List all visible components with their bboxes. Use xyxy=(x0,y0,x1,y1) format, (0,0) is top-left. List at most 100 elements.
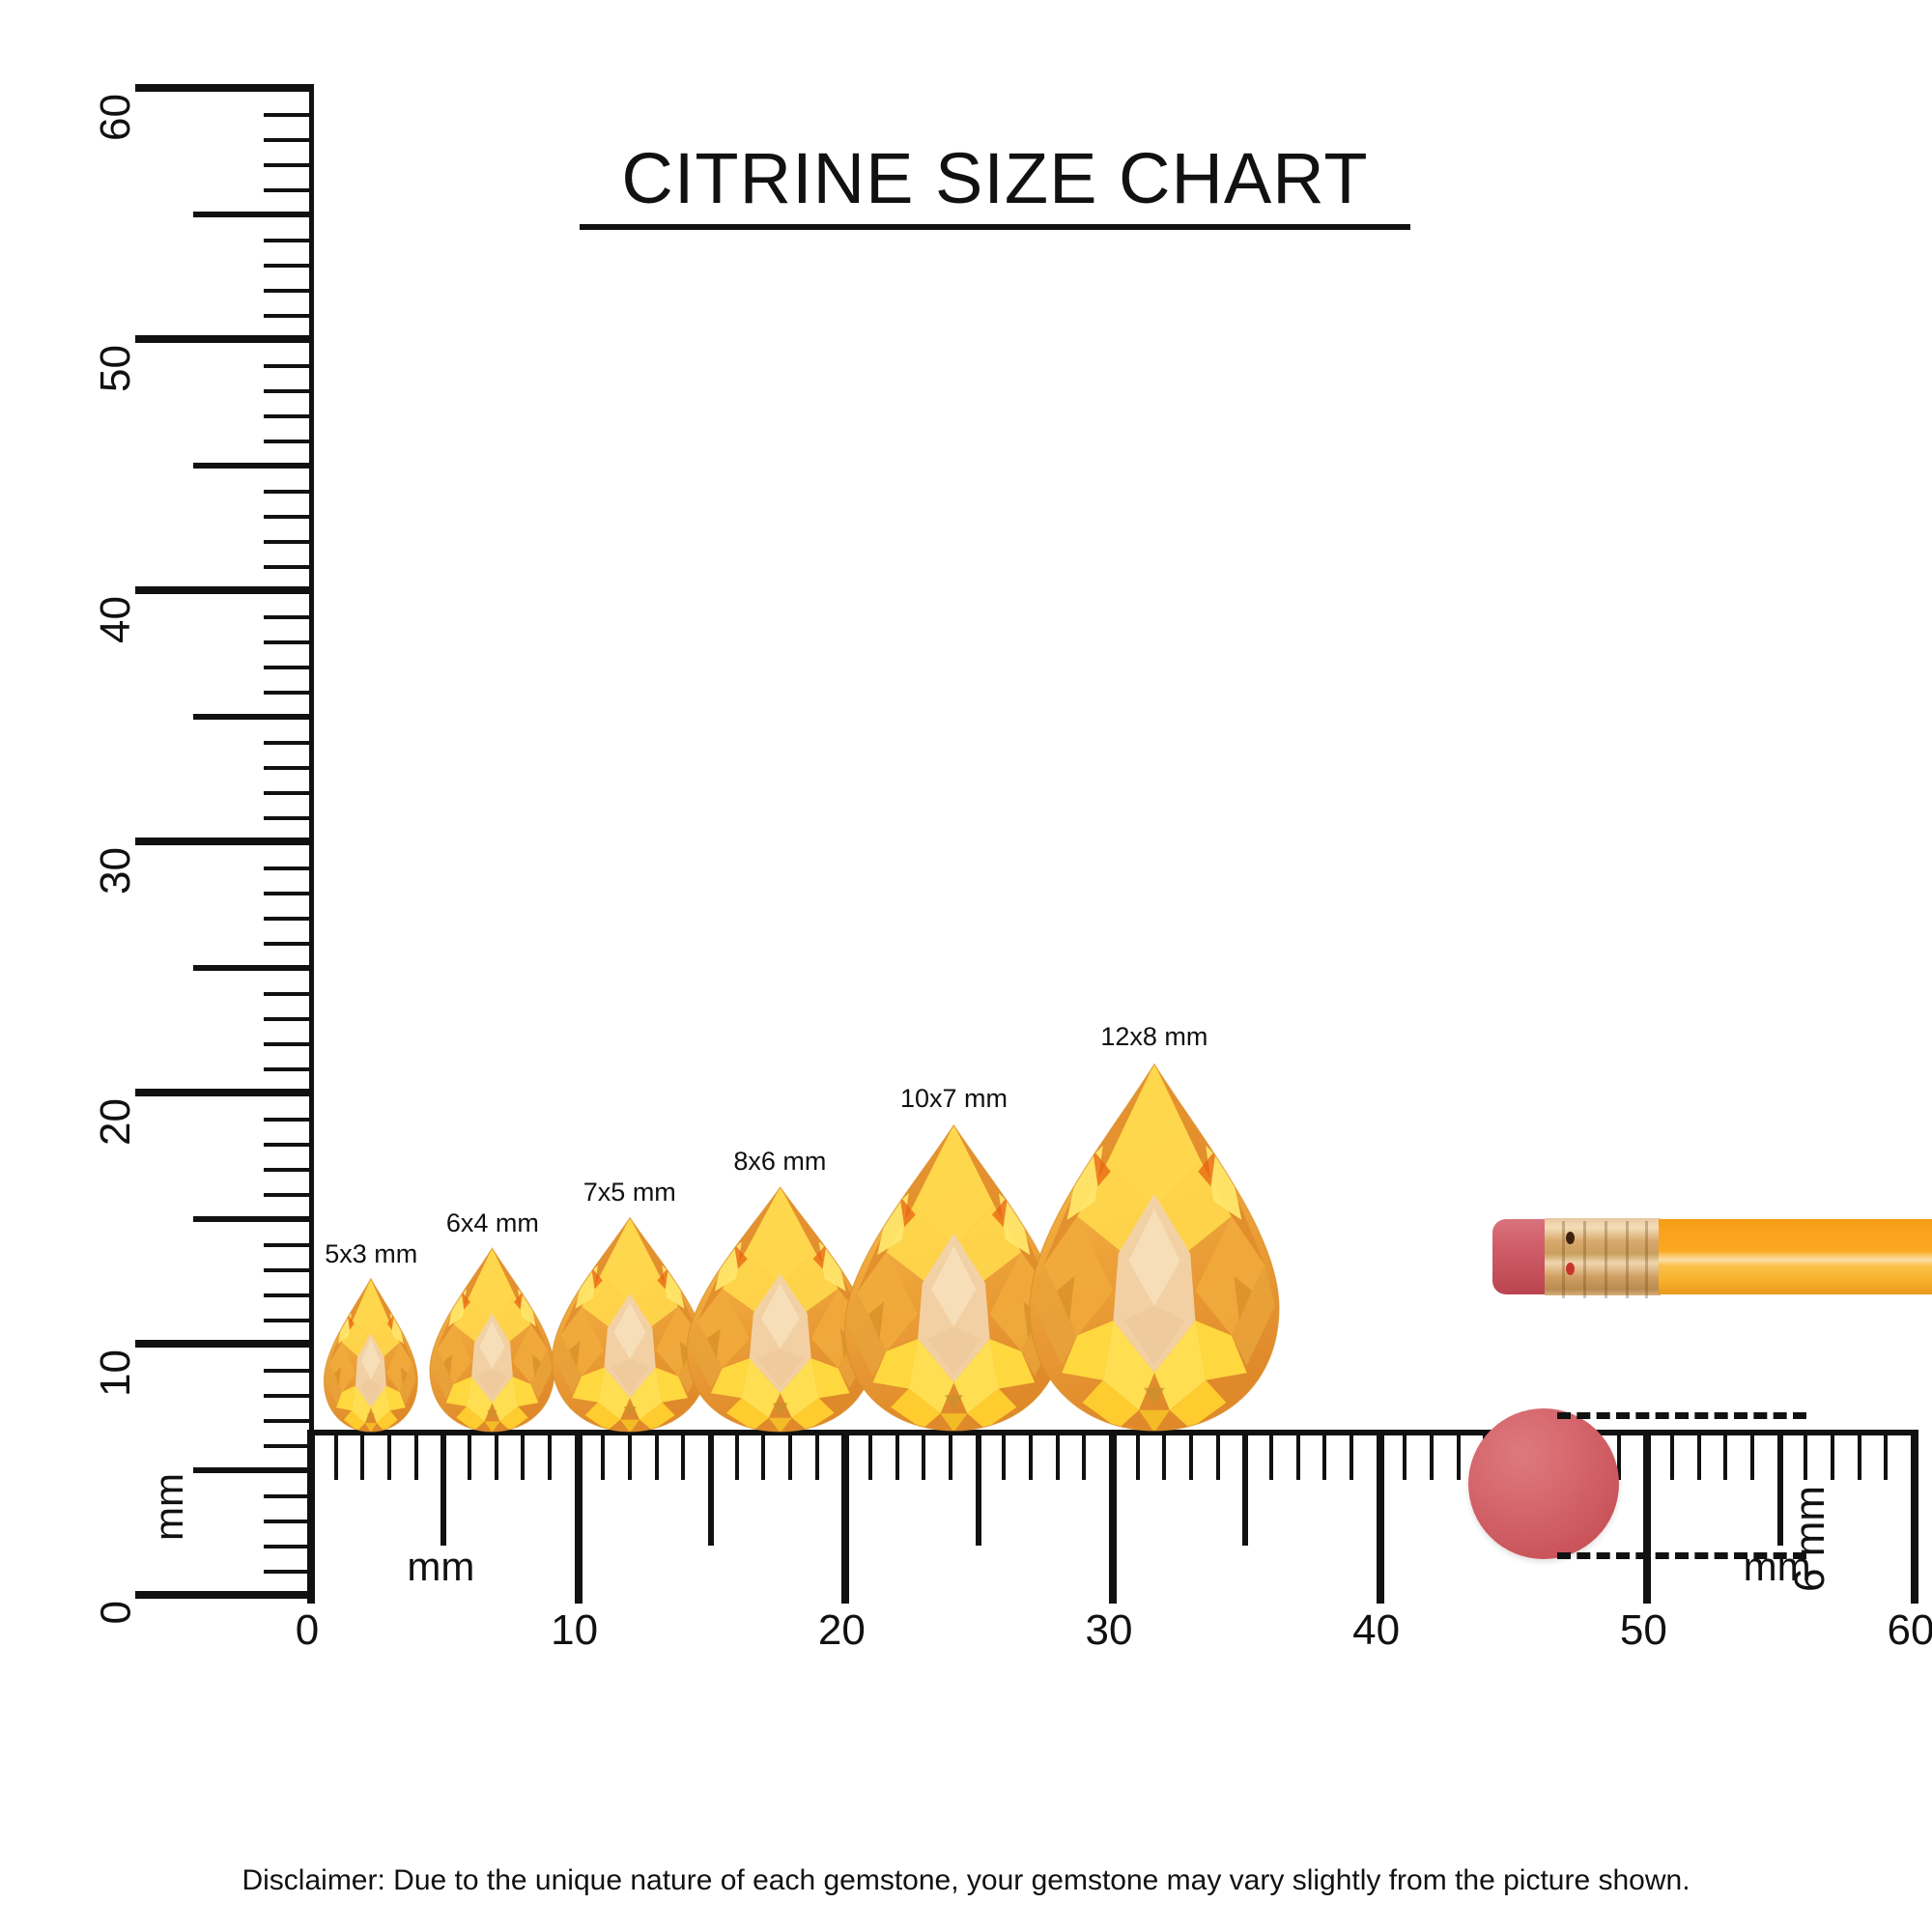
vertical-ruler-label: 20 xyxy=(92,1098,139,1146)
gemstone-pear-icon xyxy=(428,1246,556,1433)
horizontal-ruler-unit-label: mm xyxy=(407,1544,475,1589)
horizontal-ruler-tick xyxy=(468,1430,471,1480)
vertical-ruler-tick xyxy=(264,1293,314,1297)
horizontal-ruler-tick xyxy=(1776,1430,1783,1546)
vertical-ruler-tick xyxy=(135,586,314,594)
horizontal-ruler-tick xyxy=(1857,1430,1861,1480)
horizontal-ruler-tick xyxy=(1723,1430,1728,1480)
vertical-ruler: 0 10 20 30 40 50 60 mm xyxy=(92,84,314,1624)
disclaimer-text: Disclaimer: Due to the unique nature of … xyxy=(242,1864,1690,1896)
horizontal-ruler-tick xyxy=(360,1430,365,1480)
gemstone-size-label: 6x4 mm xyxy=(445,1208,539,1238)
vertical-ruler-tick xyxy=(264,741,314,745)
gemstone-8x6-mm[interactable]: 8x6 mm xyxy=(684,1147,876,1433)
vertical-ruler-tick xyxy=(264,1243,314,1247)
horizontal-ruler-tick xyxy=(788,1430,792,1480)
horizontal-ruler-tick xyxy=(1643,1430,1652,1604)
ferrule-ridge-icon xyxy=(1645,1221,1648,1298)
horizontal-ruler-tick xyxy=(1055,1430,1060,1480)
horizontal-ruler-tick xyxy=(628,1430,632,1480)
vertical-ruler-tick xyxy=(264,1017,314,1021)
horizontal-ruler-tick xyxy=(1403,1430,1407,1480)
pencil-body xyxy=(1659,1219,1932,1294)
vertical-ruler-tick xyxy=(135,838,314,845)
horizontal-ruler-tick xyxy=(734,1430,739,1480)
gemstone-size-label: 10x7 mm xyxy=(899,1084,1009,1114)
horizontal-ruler-tick xyxy=(1696,1430,1701,1480)
vertical-ruler-label: 50 xyxy=(92,345,139,392)
vertical-ruler-tick xyxy=(264,440,314,443)
horizontal-ruler-tick xyxy=(975,1430,981,1546)
vertical-ruler-tick xyxy=(264,1369,314,1373)
horizontal-ruler-tick xyxy=(1269,1430,1273,1480)
vertical-ruler-tick xyxy=(264,766,314,770)
ferrule-ridge-icon xyxy=(1562,1221,1565,1298)
pencil-reference-object xyxy=(1492,1215,1932,1298)
ferrule-crimp-dot-icon xyxy=(1566,1232,1575,1244)
horizontal-ruler-tick xyxy=(1804,1430,1808,1480)
gemstone-12x8-mm[interactable]: 12x8 mm xyxy=(1026,1022,1283,1433)
gemstone-size-label: 5x3 mm xyxy=(325,1239,418,1269)
horizontal-ruler-tick xyxy=(1295,1430,1300,1480)
vertical-ruler-tick xyxy=(264,163,314,167)
gemstone-10x7-mm[interactable]: 10x7 mm xyxy=(841,1084,1066,1433)
vertical-ruler-tick xyxy=(264,314,314,318)
horizontal-ruler-tick xyxy=(841,1430,850,1604)
vertical-ruler-tick xyxy=(135,1591,314,1599)
vertical-ruler-label: 60 xyxy=(92,94,139,141)
dimension-line-top xyxy=(1557,1412,1806,1419)
dimension-label: 6 mm xyxy=(1786,1486,1833,1592)
horizontal-ruler-tick xyxy=(1456,1430,1461,1480)
title-text: CITRINE SIZE CHART xyxy=(621,138,1369,218)
eraser-dimension-callout: 6 mm xyxy=(1557,1412,1833,1592)
horizontal-ruler-label: 20 xyxy=(817,1606,866,1654)
vertical-ruler-tick xyxy=(264,540,314,544)
gemstone-5x3-mm[interactable]: 5x3 mm xyxy=(323,1239,419,1433)
page-title: CITRINE SIZE CHART xyxy=(580,143,1410,230)
vertical-ruler-spine xyxy=(309,92,314,1599)
vertical-ruler-tick xyxy=(264,1319,314,1322)
title-underline xyxy=(580,224,1410,230)
horizontal-ruler-tick xyxy=(1322,1430,1327,1480)
horizontal-ruler-tick xyxy=(494,1430,498,1480)
vertical-ruler-unit-label: mm xyxy=(146,1473,191,1541)
gemstone-6x4-mm[interactable]: 6x4 mm xyxy=(428,1208,556,1433)
vertical-ruler-tick xyxy=(264,1444,314,1448)
horizontal-ruler-label: 60 xyxy=(1887,1606,1932,1654)
vertical-ruler-tick xyxy=(264,640,314,644)
horizontal-ruler-tick xyxy=(387,1430,391,1480)
horizontal-ruler-label: 40 xyxy=(1352,1606,1401,1654)
vertical-ruler-tick xyxy=(135,1089,314,1096)
horizontal-ruler-tick xyxy=(814,1430,819,1480)
gemstone-pear-icon xyxy=(1026,1060,1283,1433)
vertical-ruler-tick xyxy=(264,942,314,946)
ferrule-ridge-icon xyxy=(1605,1221,1607,1298)
horizontal-ruler-tick xyxy=(761,1430,766,1480)
vertical-ruler-tick xyxy=(193,463,314,469)
gemstone-size-label: 7x5 mm xyxy=(582,1177,676,1207)
horizontal-ruler-tick xyxy=(574,1430,582,1604)
ferrule-ridge-icon xyxy=(1626,1221,1629,1298)
vertical-ruler-tick xyxy=(264,615,314,619)
vertical-ruler-tick xyxy=(264,515,314,519)
gemstone-7x5-mm[interactable]: 7x5 mm xyxy=(550,1178,710,1433)
vertical-ruler-tick xyxy=(264,1067,314,1071)
eraser-reference-object xyxy=(1468,1408,1619,1559)
vertical-ruler-tick xyxy=(264,867,314,870)
horizontal-ruler-tick xyxy=(922,1430,926,1480)
vertical-ruler-tick xyxy=(264,138,314,142)
horizontal-ruler-tick xyxy=(1162,1430,1167,1480)
horizontal-ruler-unit-label: mm xyxy=(1743,1544,1811,1589)
horizontal-ruler-tick xyxy=(949,1430,952,1480)
vertical-ruler-label: 40 xyxy=(92,596,139,643)
dimension-line-bottom xyxy=(1557,1552,1806,1559)
vertical-ruler-tick xyxy=(264,1520,314,1523)
vertical-ruler-tick xyxy=(264,1494,314,1498)
vertical-ruler-label: 10 xyxy=(92,1350,139,1397)
vertical-ruler-tick xyxy=(264,188,314,192)
horizontal-ruler-tick xyxy=(333,1430,338,1480)
horizontal-ruler-tick xyxy=(1189,1430,1193,1480)
vertical-ruler-tick xyxy=(264,691,314,695)
vertical-ruler-tick xyxy=(264,1042,314,1046)
